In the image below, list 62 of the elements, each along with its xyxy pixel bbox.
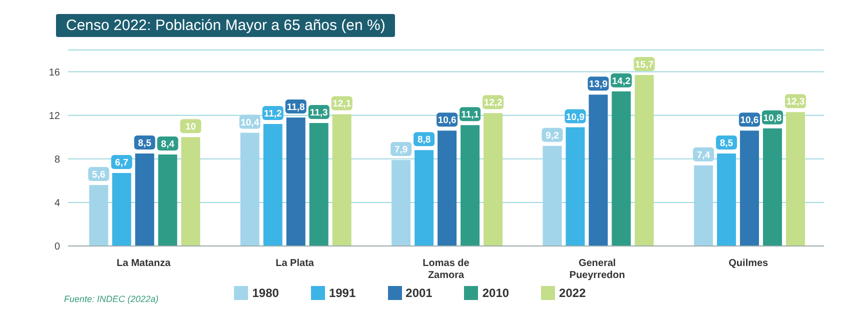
data-label: 8,4	[161, 139, 175, 150]
data-label: 6,7	[115, 158, 128, 169]
bar	[740, 130, 759, 246]
data-label: 10,6	[740, 115, 759, 126]
bar	[438, 130, 457, 246]
data-label: 10,4	[240, 117, 260, 128]
data-label: 11,8	[286, 102, 305, 114]
data-label: 11,3	[310, 107, 328, 118]
y-tick-label: 0	[54, 242, 60, 253]
data-label: 10,8	[763, 112, 782, 124]
bar	[158, 154, 178, 246]
bar	[634, 75, 654, 246]
data-label: 13,9	[589, 79, 608, 90]
bar	[716, 153, 736, 246]
source-note: Fuente: INDEC (2022a)	[64, 294, 159, 304]
legend-label: 2010	[482, 286, 510, 300]
legend-label: 1991	[328, 286, 356, 300]
x-tick-label: General Pueyrredon	[569, 258, 625, 281]
bar	[181, 137, 200, 246]
bar	[566, 127, 585, 246]
data-label: 12,1	[332, 98, 352, 110]
data-label: 15,7	[635, 60, 654, 71]
data-label: 10,9	[566, 112, 585, 123]
y-tick-label: 4	[54, 198, 60, 209]
data-label: 7,4	[696, 150, 711, 161]
data-label: 11,1	[461, 110, 480, 121]
data-label: 7,9	[394, 144, 408, 156]
chart-title: Censo 2022: Población Mayor a 65 años (en %)	[56, 14, 396, 37]
data-label: 5,6	[92, 170, 106, 181]
bar	[112, 173, 132, 246]
bar	[762, 128, 782, 246]
x-tick-label: La Plata	[276, 258, 314, 269]
data-label: 8,5	[138, 138, 152, 149]
y-tick-label: 16	[48, 67, 60, 78]
y-tick-label: 8	[54, 154, 60, 166]
data-label: 11,2	[264, 108, 282, 120]
bar	[135, 153, 154, 246]
data-label: 8,8	[417, 134, 431, 146]
data-label: 9,2	[546, 130, 559, 142]
bar	[786, 112, 805, 246]
x-tick-label: La Matanza	[116, 258, 171, 269]
data-label: 12,3	[786, 96, 805, 108]
bar	[612, 91, 631, 246]
legend-label: 2022	[559, 286, 586, 300]
data-label: 14,2	[612, 76, 631, 87]
y-tick-label: 12	[48, 110, 60, 122]
x-tick-label: Quilmes	[728, 258, 769, 269]
bar	[332, 114, 352, 246]
legend-label: 1980	[252, 286, 279, 300]
bar	[263, 124, 282, 246]
bar	[484, 113, 503, 246]
bar	[460, 125, 480, 246]
bar	[588, 94, 608, 246]
legend-label: 2001	[406, 286, 432, 300]
bar	[309, 122, 328, 246]
data-label: 10	[185, 122, 196, 133]
bar	[286, 118, 306, 246]
data-label: 12,2	[484, 98, 502, 109]
bar	[414, 150, 434, 246]
data-label: 8,5	[720, 138, 734, 149]
data-label: 10,6	[438, 115, 456, 126]
x-tick-label: Lomas de Zamora	[422, 258, 470, 281]
